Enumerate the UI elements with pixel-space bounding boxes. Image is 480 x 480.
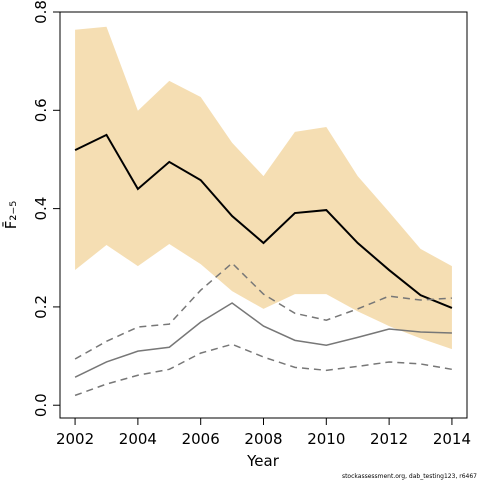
footer: stockassessment.org, dab_testing123, r64… (342, 473, 477, 480)
x-tick-label: 2004 (119, 430, 157, 448)
y-tick-label: 0.4 (32, 197, 50, 221)
x-tick-label: 2010 (307, 430, 345, 448)
x-tick-label: 2006 (182, 430, 220, 448)
series-line (74, 343, 453, 397)
series-line (74, 262, 452, 360)
x-tick-label: 2014 (433, 430, 471, 448)
y-axis-label: F̄₂₋₅ (1, 201, 20, 230)
confidence-band (75, 26, 452, 350)
series-line (74, 133, 453, 309)
y-tick-label: 0.8 (32, 0, 50, 24)
series-line (74, 302, 452, 378)
x-tick-label: 2012 (370, 430, 408, 448)
y-tick-label: 0.0 (32, 393, 50, 417)
y-tick-label: 0.6 (32, 98, 50, 122)
x-tick-label: 2002 (56, 430, 94, 448)
x-tick-label: 2008 (244, 430, 282, 448)
y-tick-label: 0.2 (32, 295, 50, 319)
x-axis-label: Year (246, 452, 280, 470)
